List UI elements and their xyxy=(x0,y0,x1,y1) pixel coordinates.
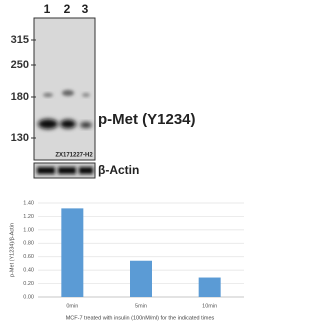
y-tick-label: 0.40 xyxy=(23,268,34,274)
bar-chart: p-Met (Y1234)/β-Actin MCF-7 treated with… xyxy=(9,200,244,321)
lane-label: 1 xyxy=(44,2,51,16)
band xyxy=(37,167,55,174)
bar xyxy=(61,208,83,297)
loading-label: β-Actin xyxy=(98,163,139,177)
blot: 1 2 3 315 250 180 130 ZX171227-H2 p-Met … xyxy=(11,2,196,178)
y-tick-label: 0.00 xyxy=(23,294,34,300)
bar xyxy=(130,261,152,297)
y-tick-label: 1.40 xyxy=(23,200,34,206)
x-tick-label: 5min xyxy=(135,303,147,309)
band xyxy=(58,167,76,174)
band xyxy=(80,122,92,128)
lane-label: 3 xyxy=(82,2,89,16)
band xyxy=(38,119,58,129)
y-axis-title: p-Met (Y1234)/β-Actin xyxy=(9,223,15,277)
band xyxy=(82,93,90,97)
membrane xyxy=(34,18,95,160)
marker-label: 180 xyxy=(11,91,29,103)
y-tick-label: 1.20 xyxy=(23,214,34,220)
antibody-id: ZX171227-H2 xyxy=(55,153,93,159)
target-label: p-Met (Y1234) xyxy=(98,111,196,128)
y-tick-label: 0.20 xyxy=(23,281,34,287)
lane-label: 2 xyxy=(64,2,71,16)
y-tick-label: 1.00 xyxy=(23,227,34,233)
y-tick-label: 0.80 xyxy=(23,241,34,247)
marker-label: 315 xyxy=(11,34,29,46)
band xyxy=(60,120,76,129)
x-axis-title: MCF-7 treated with insulin (100nM/ml) fo… xyxy=(66,315,215,321)
band xyxy=(43,93,53,97)
x-tick-label: 10min xyxy=(202,303,217,309)
figure: 1 2 3 315 250 180 130 ZX171227-H2 p-Met … xyxy=(0,0,248,327)
band xyxy=(62,90,74,96)
x-tick-label: 0min xyxy=(66,303,78,309)
marker-label: 250 xyxy=(11,59,29,71)
marker-label: 130 xyxy=(11,132,29,144)
band xyxy=(79,167,93,174)
y-tick-label: 0.60 xyxy=(23,254,34,260)
bar xyxy=(199,278,221,297)
